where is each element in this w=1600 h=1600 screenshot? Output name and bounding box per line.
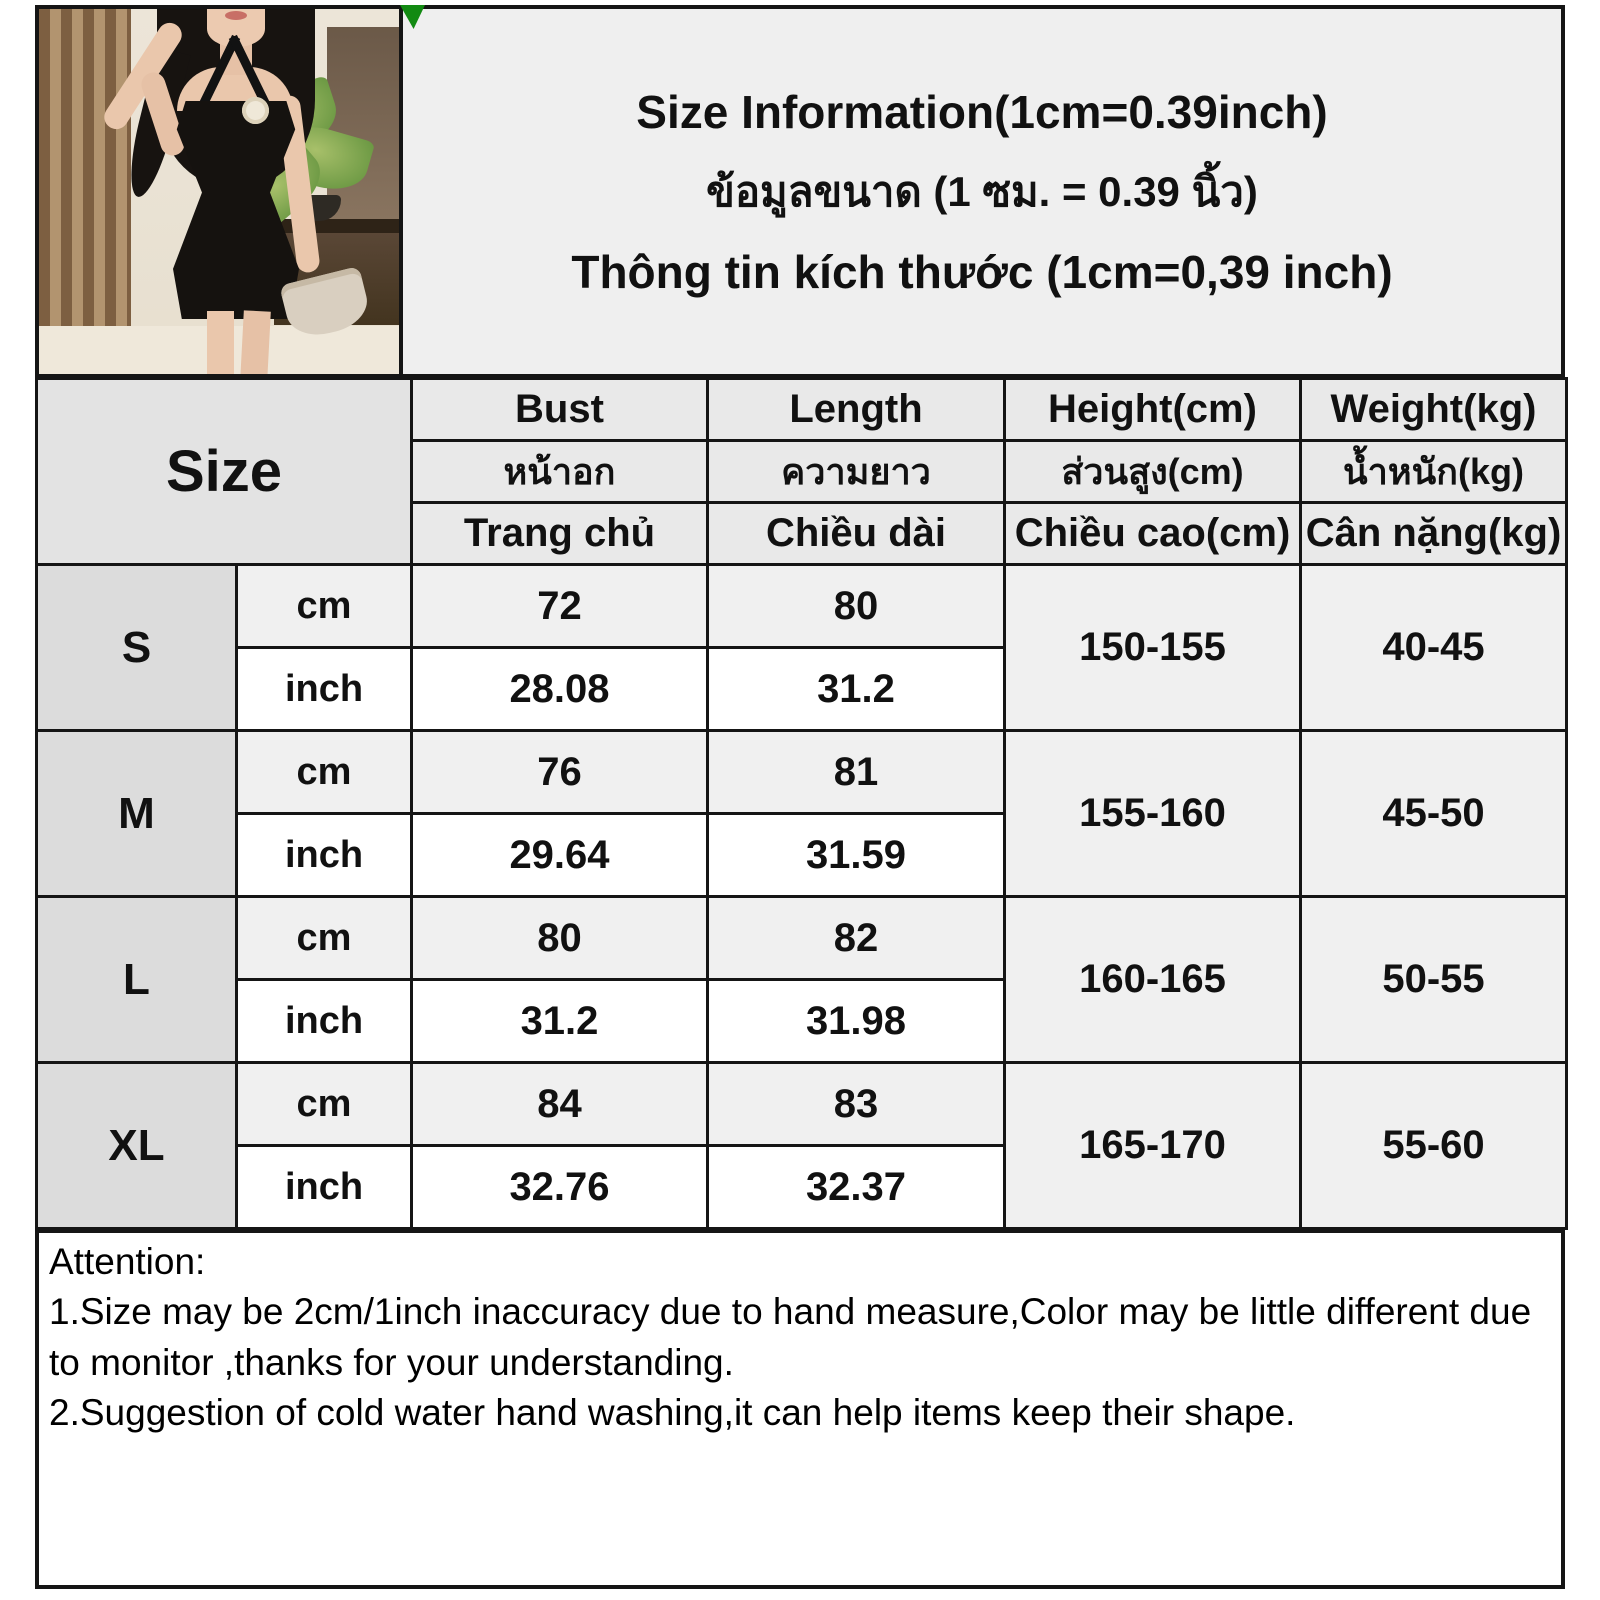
size-label-xl: XL xyxy=(35,1061,238,1230)
photo-model-lips xyxy=(225,11,247,20)
cell-xl-cm-bust: 84 xyxy=(410,1061,709,1147)
cell-m-weight: 45-50 xyxy=(1299,729,1568,898)
table-row-l-cm: L cm 80 82 160-165 50-55 xyxy=(35,895,1568,1064)
cell-xl-inch-bust: 32.76 xyxy=(410,1144,709,1230)
cell-l-cm-length: 82 xyxy=(706,895,1006,981)
corner-size-label: Size xyxy=(35,377,413,566)
col-header-weight-th: น้ำหนัก(kg) xyxy=(1299,439,1568,504)
size-table: Size Bust Length Height(cm) Weight(kg) ห… xyxy=(35,377,1568,1230)
unit-label-cm: cm xyxy=(235,729,413,815)
cell-m-cm-bust: 76 xyxy=(410,729,709,815)
photo-wall-panel xyxy=(327,27,399,227)
attention-notes: Attention: 1.Size may be 2cm/1inch inacc… xyxy=(35,1229,1565,1589)
table-row-xl-cm: XL cm 84 83 165-170 55-60 xyxy=(35,1061,1568,1230)
cell-s-weight: 40-45 xyxy=(1299,563,1568,732)
size-label-m: M xyxy=(35,729,238,898)
col-header-length-en: Length xyxy=(706,377,1006,442)
cell-xl-inch-length: 32.37 xyxy=(706,1144,1006,1230)
cell-xl-height: 165-170 xyxy=(1003,1061,1302,1230)
header-row-en: Size Bust Length Height(cm) Weight(kg) xyxy=(35,377,1568,566)
cell-xl-cm-length: 83 xyxy=(706,1061,1006,1147)
col-header-length-vi: Chiều dài xyxy=(706,501,1006,566)
top-row: Size Information(1cm=0.39inch) ข้อมูลขนา… xyxy=(35,5,1565,378)
cell-l-inch-length: 31.98 xyxy=(706,978,1006,1064)
col-header-height-en: Height(cm) xyxy=(1003,377,1302,442)
col-header-height-vi: Chiều cao(cm) xyxy=(1003,501,1302,566)
photo-flower-brooch xyxy=(242,97,269,124)
cell-s-cm-bust: 72 xyxy=(410,563,709,649)
unit-label-inch: inch xyxy=(235,812,413,898)
table-row-m-inch: inch 29.64 31.59 xyxy=(37,812,1567,898)
cell-m-cm-length: 81 xyxy=(706,729,1006,815)
cell-m-height: 155-160 xyxy=(1003,729,1302,898)
col-header-bust-vi: Trang chủ xyxy=(410,501,709,566)
size-label-s: S xyxy=(35,563,238,732)
cell-s-cm-length: 80 xyxy=(706,563,1006,649)
unit-label-inch: inch xyxy=(235,978,413,1064)
cell-l-inch-bust: 31.2 xyxy=(410,978,709,1064)
col-header-height-th: ส่วนสูง(cm) xyxy=(1003,439,1302,504)
table-row-m-cm: M cm 76 81 155-160 45-50 xyxy=(35,729,1568,898)
unit-label-cm: cm xyxy=(235,563,413,649)
table-row-s-inch: inch 28.08 31.2 xyxy=(37,646,1567,732)
attention-note-1: 1.Size may be 2cm/1inch inaccuracy due t… xyxy=(49,1291,1532,1383)
unit-label-inch: inch xyxy=(235,1144,413,1230)
unit-label-cm: cm xyxy=(235,1061,413,1147)
cell-l-weight: 50-55 xyxy=(1299,895,1568,1064)
title-box: Size Information(1cm=0.39inch) ข้อมูลขนา… xyxy=(403,5,1565,378)
cell-s-height: 150-155 xyxy=(1003,563,1302,732)
table-row-xl-inch: inch 32.76 32.37 xyxy=(37,1144,1567,1230)
attention-heading: Attention: xyxy=(49,1241,206,1282)
photo-model-leg xyxy=(207,311,234,374)
content-area: Size Information(1cm=0.39inch) ข้อมูลขนา… xyxy=(35,5,1568,1589)
cell-l-cm-bust: 80 xyxy=(410,895,709,981)
unit-label-cm: cm xyxy=(235,895,413,981)
col-header-length-th: ความยาว xyxy=(706,439,1006,504)
cell-l-height: 160-165 xyxy=(1003,895,1302,1064)
unit-label-inch: inch xyxy=(235,646,413,732)
product-photo xyxy=(35,5,403,378)
col-header-bust-th: หน้าอก xyxy=(410,439,709,504)
header-row-th: หน้าอก ความยาว ส่วนสูง(cm) น้ำหนัก(kg) xyxy=(37,439,1568,504)
photo-model-leg xyxy=(240,310,271,374)
col-header-weight-vi: Cân nặng(kg) xyxy=(1299,501,1568,566)
title-english: Size Information(1cm=0.39inch) xyxy=(636,85,1328,138)
table-row-s-cm: S cm 72 80 150-155 40-45 xyxy=(35,563,1568,732)
photo-wood-slats xyxy=(39,9,131,344)
title-vietnamese: Thông tin kích thước (1cm=0,39 inch) xyxy=(571,245,1393,298)
cell-m-inch-bust: 29.64 xyxy=(410,812,709,898)
cell-s-inch-bust: 28.08 xyxy=(410,646,709,732)
header-row-vi: Trang chủ Chiều dài Chiều cao(cm) Cân nặ… xyxy=(37,501,1568,566)
attention-note-2: 2.Suggestion of cold water hand washing,… xyxy=(49,1391,1296,1433)
col-header-bust-en: Bust xyxy=(410,377,709,442)
cell-s-inch-length: 31.2 xyxy=(706,646,1006,732)
title-thai: ข้อมูลขนาด (1 ซม. = 0.39 นิ้ว) xyxy=(706,167,1258,215)
cell-xl-weight: 55-60 xyxy=(1299,1061,1568,1230)
size-label-l: L xyxy=(35,895,238,1064)
cell-m-inch-length: 31.59 xyxy=(706,812,1006,898)
table-row-l-inch: inch 31.2 31.98 xyxy=(37,978,1567,1064)
col-header-weight-en: Weight(kg) xyxy=(1299,377,1568,442)
